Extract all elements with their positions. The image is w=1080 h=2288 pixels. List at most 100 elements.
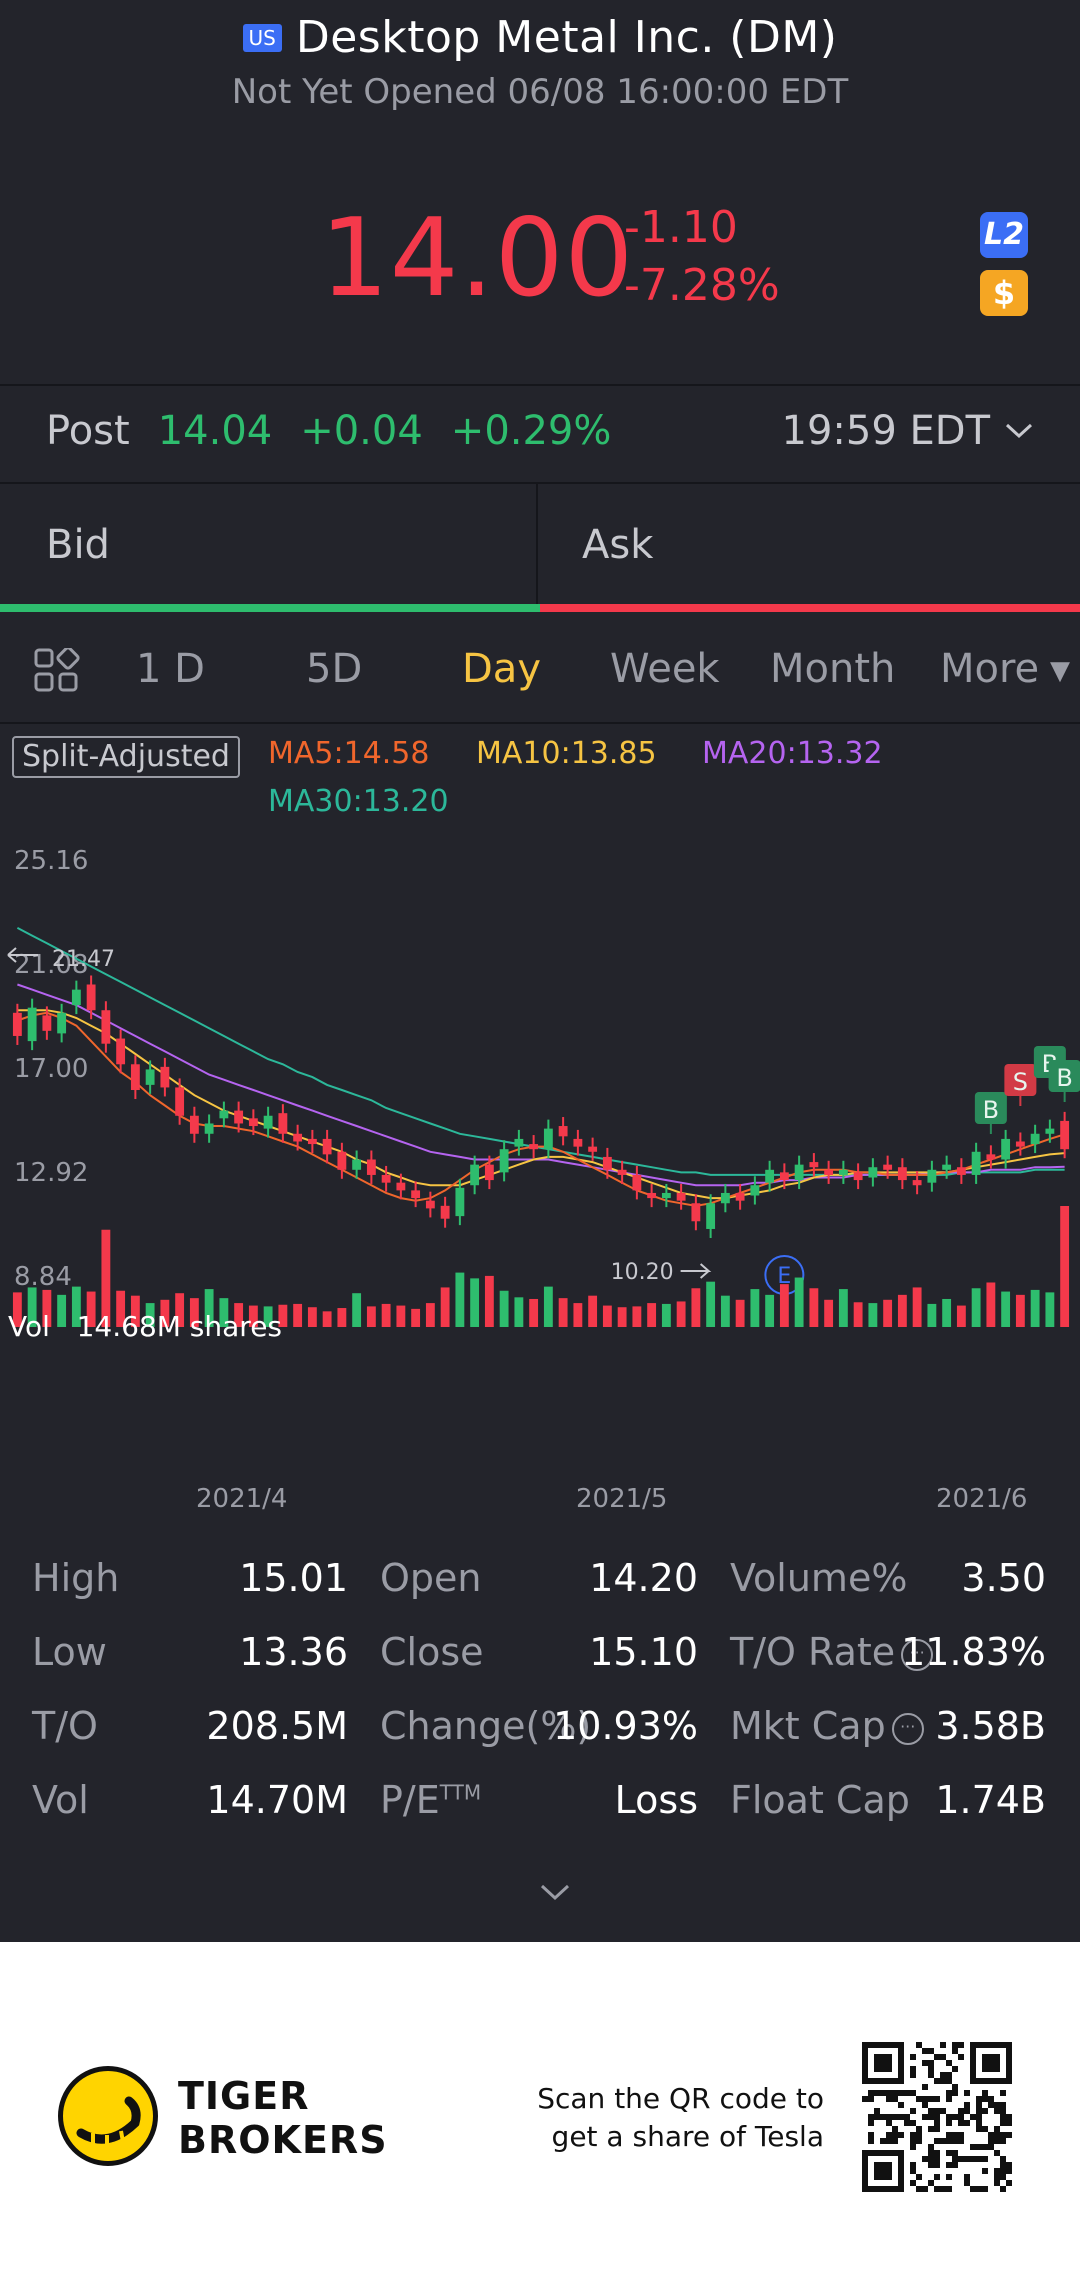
qr-module — [1006, 2162, 1012, 2168]
qr-module — [940, 2138, 946, 2144]
candle-body — [794, 1164, 804, 1181]
grid-menu-icon[interactable] — [34, 646, 80, 694]
qr-module — [886, 2132, 892, 2138]
l2-quote-icon[interactable]: L2 — [980, 212, 1028, 258]
last-price: 14.00 — [320, 196, 635, 321]
qr-module — [946, 2090, 952, 2096]
qr-module — [922, 2102, 928, 2108]
qr-module — [928, 2150, 934, 2156]
stat-label: P/ETTM — [380, 1778, 481, 1822]
volume-bar — [676, 1301, 686, 1327]
qr-module — [994, 2108, 1000, 2114]
tab-month[interactable]: Month — [770, 646, 896, 692]
market-badge: US — [242, 23, 282, 52]
qr-module — [994, 2168, 1000, 2174]
candle-body — [116, 1038, 126, 1065]
qr-module — [910, 2066, 916, 2072]
qr-module — [976, 2126, 982, 2132]
qr-module — [928, 2048, 934, 2054]
candle-body — [809, 1162, 819, 1168]
tab-week[interactable]: Week — [610, 646, 720, 692]
qr-module — [928, 2072, 934, 2078]
tab-5d[interactable]: 5D — [306, 646, 363, 692]
qr-module — [970, 2156, 976, 2162]
candle-body — [573, 1138, 583, 1147]
candle-body — [71, 989, 81, 1006]
expand-chevron-icon[interactable] — [538, 1872, 572, 1912]
qr-module — [934, 2108, 940, 2114]
qr-module — [928, 2066, 934, 2072]
qr-module — [976, 2186, 982, 2192]
post-time[interactable]: 19:59 EDT — [781, 408, 991, 454]
qr-module — [928, 2108, 934, 2114]
qr-module — [868, 2132, 874, 2138]
ask-label: Ask — [582, 522, 654, 568]
qr-module — [988, 2096, 994, 2102]
volume-bar — [12, 1292, 22, 1327]
qr-module — [916, 2174, 922, 2180]
trade-marker-label: B — [1056, 1064, 1072, 1092]
x-tick-label: 2021/5 — [576, 1484, 668, 1514]
qr-module — [952, 2162, 958, 2168]
volume-bar — [706, 1281, 716, 1327]
chevron-down-icon[interactable] — [1004, 414, 1034, 449]
qr-module — [988, 2144, 994, 2150]
qr-code — [862, 2042, 1012, 2192]
stat-label-text: Float Cap — [730, 1778, 910, 1822]
candle-body — [352, 1159, 362, 1170]
volume-bar — [1001, 1291, 1011, 1327]
bid-ask-separator — [536, 484, 538, 604]
tab-more[interactable]: More — [940, 646, 1040, 692]
qr-module — [880, 2090, 886, 2096]
ma20-line — [17, 983, 1065, 1187]
info-icon[interactable]: ··· — [901, 1638, 934, 1671]
qr-module — [868, 2114, 874, 2120]
qr-module — [946, 2060, 952, 2066]
info-icon[interactable]: ··· — [891, 1712, 924, 1745]
qr-module — [1000, 2102, 1006, 2108]
qr-module — [892, 2138, 898, 2144]
qr-module — [994, 2132, 1000, 2138]
y-tick-label: 8.84 — [14, 1262, 72, 1292]
qr-module — [934, 2114, 940, 2120]
trade-dollar-icon[interactable]: $ — [980, 270, 1028, 316]
volume-bar — [411, 1308, 421, 1327]
qr-finder — [982, 2054, 1000, 2072]
qr-module — [946, 2132, 952, 2138]
qr-module — [916, 2126, 922, 2132]
volume-bar — [1015, 1294, 1025, 1327]
candle-body — [765, 1169, 775, 1183]
candle-body — [588, 1146, 598, 1152]
qr-module — [958, 2138, 964, 2144]
qr-module — [994, 2150, 1000, 2156]
volume-bar — [396, 1305, 406, 1327]
split-adjusted-toggle[interactable]: Split-Adjusted — [12, 736, 240, 778]
stat-value: 208.5M — [206, 1704, 348, 1748]
y-tick-label: 17.00 — [14, 1054, 89, 1084]
qr-module — [964, 2156, 970, 2162]
post-change: +0.04 — [300, 408, 423, 454]
qr-module — [982, 2096, 988, 2102]
qr-module — [1006, 2132, 1012, 2138]
volume-bar — [57, 1294, 67, 1327]
qr-module — [904, 2114, 910, 2120]
qr-module — [928, 2096, 934, 2102]
candle-body — [42, 1015, 52, 1031]
candle-body — [942, 1164, 952, 1170]
qr-module — [946, 2150, 952, 2156]
candle-body — [293, 1133, 303, 1142]
volume-bar — [86, 1291, 96, 1327]
tab-1d[interactable]: 1 D — [136, 646, 205, 692]
caret-down-icon[interactable]: ▼ — [1050, 656, 1070, 686]
qr-module — [922, 2060, 928, 2066]
qr-module — [982, 2090, 988, 2096]
volume-bar — [366, 1306, 376, 1327]
candle-body — [145, 1069, 155, 1085]
qr-module — [940, 2054, 946, 2060]
tab-day[interactable]: Day — [462, 646, 541, 692]
stat-label: Close — [380, 1630, 484, 1674]
post-market-row: Post 14.04 +0.04 +0.29% — [46, 408, 611, 454]
qr-module — [1006, 2180, 1012, 2186]
qr-module — [934, 2096, 940, 2102]
